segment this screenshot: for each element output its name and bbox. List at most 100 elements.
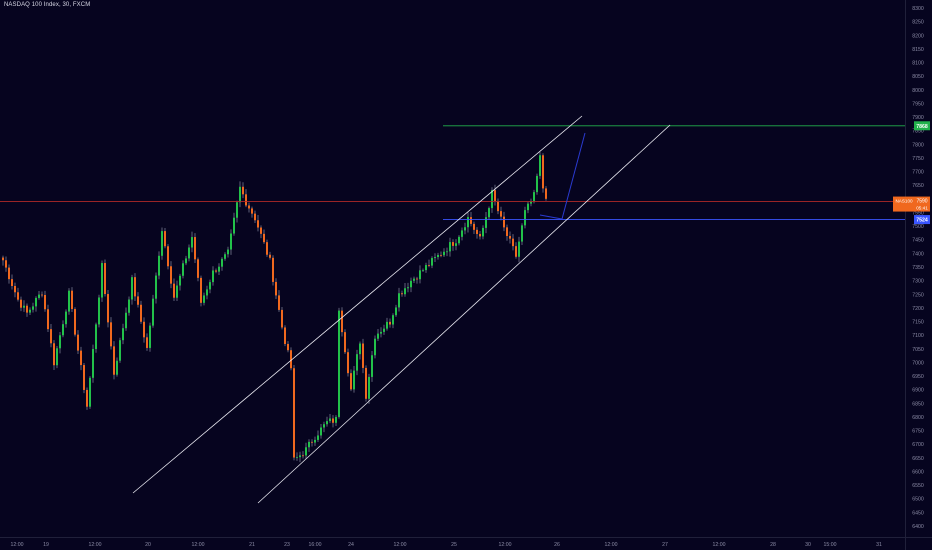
candle-down (80, 350, 82, 366)
candle-down (215, 270, 217, 272)
candle-up (59, 335, 61, 349)
candle-up (152, 298, 154, 326)
y-tick-label: 6850 (912, 401, 924, 407)
candle-down (86, 389, 88, 407)
y-tick-label: 6450 (912, 510, 924, 516)
candle-down (266, 242, 268, 255)
candle-up (518, 241, 520, 257)
y-tick-label: 6600 (912, 469, 924, 475)
candle-up (29, 309, 31, 313)
candle-down (275, 281, 277, 296)
candle-up (323, 424, 325, 428)
x-tick-label: 30 (805, 542, 811, 548)
candle-down (287, 343, 289, 351)
candle-up (38, 294, 40, 298)
candle-down (506, 227, 508, 236)
y-tick-label: 7000 (912, 360, 924, 366)
candle-up (296, 457, 298, 458)
candle-down (83, 365, 85, 390)
candle-down (302, 455, 304, 457)
candle-up (410, 280, 412, 288)
candle-down (41, 294, 43, 296)
candle-up (407, 287, 409, 289)
candle-up (89, 377, 91, 407)
candle-up (524, 210, 526, 226)
y-tick-label: 7050 (912, 347, 924, 353)
candle-up (230, 233, 232, 250)
y-tick-label: 6400 (912, 524, 924, 530)
y-tick-label: 7100 (912, 333, 924, 339)
candle-up (131, 277, 133, 300)
candle-up (179, 275, 181, 286)
candle-down (194, 237, 196, 260)
candle-up (95, 324, 97, 350)
candle-up (488, 208, 490, 218)
candle-down (503, 216, 505, 228)
candle-up (116, 360, 118, 375)
candle-up (218, 266, 220, 272)
candle-up (338, 310, 340, 417)
candle-up (536, 175, 538, 193)
candle-up (119, 340, 121, 361)
candle-down (284, 327, 286, 344)
candle-down (47, 309, 49, 330)
candle-down (428, 265, 430, 266)
candle-down (26, 305, 28, 313)
candle-up (326, 421, 328, 425)
candle-down (260, 227, 262, 234)
y-tick-label: 7500 (912, 224, 924, 230)
y-tick-label: 7150 (912, 320, 924, 326)
y-tick-label: 8050 (912, 74, 924, 80)
y-tick-label: 8250 (912, 20, 924, 26)
y-tick-label: 6950 (912, 374, 924, 380)
candle-down (107, 294, 109, 323)
candle-down (515, 246, 517, 257)
y-tick-label: 7650 (912, 183, 924, 189)
candle-up (353, 370, 355, 390)
support-price-label: 7524 (916, 218, 928, 224)
support-price-badge (914, 215, 930, 225)
candle-down (281, 309, 283, 328)
channel-upper-line (132, 115, 583, 494)
candle-up (377, 333, 379, 339)
candle-up (308, 441, 310, 448)
y-tick-label: 8150 (912, 47, 924, 53)
y-tick-label: 8200 (912, 33, 924, 39)
y-tick-label: 7550 (912, 210, 924, 216)
candle-up (449, 242, 451, 252)
x-tick-label: 25 (451, 542, 457, 548)
candle-up (68, 290, 70, 312)
candle-down (53, 343, 55, 366)
candle-down (140, 304, 142, 322)
candle-up (404, 288, 406, 295)
channel-lower-line (257, 124, 671, 504)
candle-down (164, 231, 166, 247)
candle-down (497, 200, 499, 212)
candle-down (512, 238, 514, 247)
candle-up (185, 258, 187, 264)
candle-up (491, 190, 493, 209)
x-tick-label: 12:00 (394, 542, 407, 548)
y-tick-label: 7700 (912, 170, 924, 176)
candle-up (98, 297, 100, 325)
candle-down (173, 283, 175, 298)
candle-up (305, 447, 307, 456)
candle-up (533, 192, 535, 202)
y-tick-label: 7400 (912, 251, 924, 257)
candle-up (482, 227, 484, 237)
candle-down (509, 235, 511, 239)
candle-down (542, 155, 544, 189)
candle-down (479, 233, 481, 237)
candle-down (416, 278, 418, 280)
candle-down (263, 233, 265, 243)
candle-up (458, 236, 460, 244)
candle-up (92, 349, 94, 378)
candle-down (341, 310, 343, 333)
y-tick-label: 7200 (912, 306, 924, 312)
candle-down (8, 267, 10, 280)
candle-down (77, 334, 79, 351)
y-tick-label: 6550 (912, 483, 924, 489)
y-tick-label: 6800 (912, 415, 924, 421)
candle-down (245, 194, 247, 206)
